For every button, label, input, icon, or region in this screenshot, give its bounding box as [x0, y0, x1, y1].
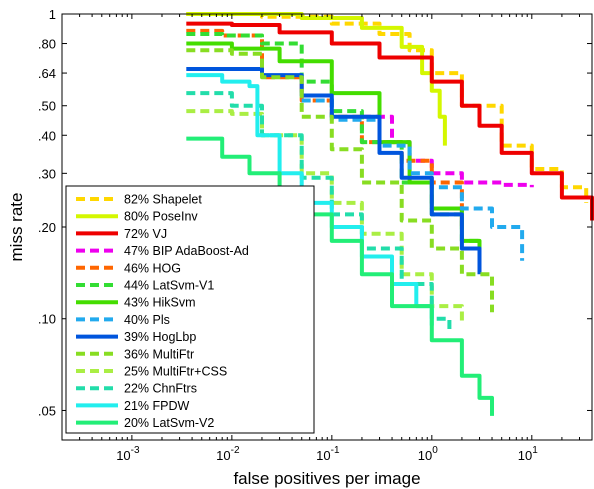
x-axis-title: false positives per image — [233, 469, 420, 488]
legend-box — [65, 185, 315, 434]
legend-label: 21% FPDW — [124, 399, 189, 413]
y-tick-label: .50 — [38, 99, 56, 114]
y-tick-label: 1 — [49, 7, 56, 22]
y-tick-label: .20 — [38, 220, 56, 235]
series-line-2 — [186, 21, 594, 221]
series-layer — [186, 12, 594, 416]
y-tick-label: .64 — [38, 66, 56, 81]
legend-label: 82% Shapelet — [124, 193, 202, 207]
legend-label: 39% HogLbp — [124, 330, 196, 344]
legend-label: 44% LatSvm-V1 — [124, 279, 214, 293]
legend-label: 43% HikSvm — [124, 296, 196, 310]
y-tick-label: .05 — [38, 403, 56, 418]
series-line-9 — [186, 48, 494, 313]
legend-label: 80% PoseInv — [124, 210, 198, 224]
series-line-0 — [186, 12, 589, 203]
legend-label: 40% Pls — [124, 313, 170, 327]
legend-label: 46% HOG — [124, 261, 181, 275]
y-axis-title: miss rate — [7, 193, 26, 262]
legend-label: 25% MultiFtr+CSS — [124, 365, 227, 379]
legend-label: 22% ChnFtrs — [124, 382, 197, 396]
legend: 82% Shapelet 80% PoseInv 72% VJ 47% BIP Ada… — [65, 185, 315, 434]
series-line-7 — [301, 98, 525, 261]
legend-label: 20% LatSvm-V2 — [124, 416, 214, 430]
y-tick-label: .10 — [38, 312, 56, 327]
y-tick-label: .80 — [38, 37, 56, 52]
legend-label: 36% MultiFtr — [124, 347, 194, 361]
legend-label: 47% BIP AdaBoost-Ad — [124, 244, 249, 258]
y-tick-label: .40 — [38, 128, 56, 143]
legend-label: 72% VJ — [124, 227, 167, 241]
y-tick-label: .30 — [38, 166, 56, 181]
series-line-13 — [186, 136, 494, 416]
